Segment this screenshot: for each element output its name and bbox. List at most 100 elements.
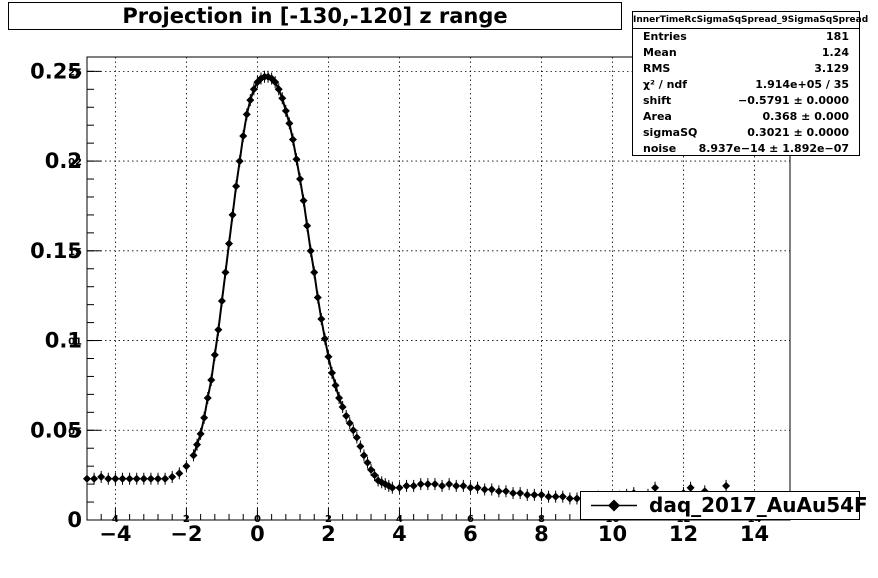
data-point xyxy=(572,494,581,503)
data-point xyxy=(317,315,326,324)
stats-label: sigmaSQ xyxy=(643,126,698,139)
y-tick-label: 0.1 xyxy=(45,329,82,353)
y-tick-label-small: 02 xyxy=(68,157,82,168)
data-point xyxy=(111,474,120,483)
x-tick-label: −4 xyxy=(99,522,131,546)
stats-row-mean: Mean 1.24 xyxy=(633,45,859,61)
data-point xyxy=(182,462,191,471)
data-point xyxy=(146,474,155,483)
x-tick-label: 2 xyxy=(321,522,336,546)
data-point xyxy=(310,268,319,277)
data-point xyxy=(278,94,287,103)
plot-frame xyxy=(86,56,791,521)
data-point xyxy=(225,239,234,248)
data-point xyxy=(438,481,447,490)
legend: daq_2017_AuAu54F xyxy=(580,491,868,520)
data-point xyxy=(722,481,731,490)
data-point xyxy=(367,465,376,474)
stats-row-noise: noise 8.937e−14 ± 1.892e−07 xyxy=(633,141,859,157)
data-point xyxy=(303,221,312,230)
data-point xyxy=(501,487,510,496)
data-point xyxy=(239,131,248,140)
data-point xyxy=(168,472,177,481)
stats-label: RMS xyxy=(643,62,671,75)
stats-value: 0.3021 ± 0.0000 xyxy=(747,126,849,139)
data-point xyxy=(516,489,525,498)
y-tick-label-small: 15 xyxy=(68,247,82,258)
stats-row-chi2: χ² / ndf 1.914e+05 / 35 xyxy=(633,77,859,93)
data-point xyxy=(416,480,425,489)
data-point xyxy=(459,481,468,490)
data-point xyxy=(285,119,294,128)
y-tick-label-small: 01 xyxy=(68,337,82,348)
stats-row-area: Area 0.368 ± 0.000 xyxy=(633,109,859,125)
data-point xyxy=(292,155,301,164)
x-tick-label: 14 xyxy=(740,522,769,546)
stats-label: χ² / ndf xyxy=(643,78,688,91)
data-point xyxy=(193,440,202,449)
data-point xyxy=(445,480,454,489)
data-point xyxy=(331,381,340,390)
chart-title: Projection in [-130,-120] z range xyxy=(8,2,622,30)
data-point xyxy=(228,210,237,219)
y-tick-label: 0.15 xyxy=(30,239,82,263)
chart-title-text: Projection in [-130,-120] z range xyxy=(122,4,508,28)
data-point xyxy=(359,451,368,460)
data-point xyxy=(299,196,308,205)
stats-value: 1.914e+05 / 35 xyxy=(755,78,849,91)
data-point xyxy=(296,175,305,184)
y-tick-label-small: 25 xyxy=(68,67,82,78)
data-point xyxy=(349,426,358,435)
stats-value: 1.24 xyxy=(821,46,849,59)
stats-name: InnerTimeRcSigmaSqSpread_9SigmaSqSpread xyxy=(633,12,868,29)
stats-value: −0.5791 ± 0.0000 xyxy=(738,94,849,107)
data-point xyxy=(281,106,290,115)
y-tick-label: 0.25 xyxy=(30,59,82,83)
data-point xyxy=(221,268,230,277)
data-point xyxy=(175,469,184,478)
data-point xyxy=(161,474,170,483)
x-tick-label: −2 xyxy=(170,522,202,546)
data-point xyxy=(232,182,241,191)
stats-row-sigmasq: sigmaSQ 0.3021 ± 0.0000 xyxy=(633,125,859,141)
data-point xyxy=(686,483,695,492)
stats-row-entries: Entries 181 xyxy=(633,29,859,45)
x-tick-label: 10 xyxy=(598,522,627,546)
stats-box: InnerTimeRcSigmaSqSpread_9SigmaSqSpread … xyxy=(632,11,868,157)
data-point xyxy=(352,433,361,442)
stats-label: noise xyxy=(643,142,677,155)
data-point xyxy=(544,492,553,501)
data-point xyxy=(409,481,418,490)
data-point xyxy=(271,78,280,87)
data-point xyxy=(200,413,209,422)
data-point xyxy=(104,474,113,483)
data-point xyxy=(338,402,347,411)
x-tick-label: 0 xyxy=(250,522,265,546)
stats-value: 181 xyxy=(826,30,849,43)
data-point xyxy=(480,485,489,494)
data-point xyxy=(402,481,411,490)
data-point xyxy=(395,483,404,492)
data-point xyxy=(210,350,219,359)
data-point xyxy=(651,483,660,492)
x-tick-label: 6 xyxy=(463,522,478,546)
stats-value: 0.368 ± 0.000 xyxy=(762,110,849,123)
data-point xyxy=(363,458,372,467)
y-tick-label: 0 xyxy=(67,508,82,532)
data-point xyxy=(430,480,439,489)
data-point xyxy=(509,489,518,498)
data-point xyxy=(370,471,379,480)
data-point xyxy=(473,483,482,492)
data-point xyxy=(565,494,574,503)
data-point xyxy=(235,157,244,166)
y-tick-label-small: 05 xyxy=(68,426,82,437)
data-point xyxy=(466,483,475,492)
stats-label: Mean xyxy=(643,46,677,59)
data-point xyxy=(320,334,329,343)
y-tick-label: 0.05 xyxy=(30,418,82,442)
data-point xyxy=(217,297,226,306)
data-point xyxy=(537,490,546,499)
data-point xyxy=(335,393,344,402)
data-point xyxy=(83,474,91,483)
data-point xyxy=(423,480,432,489)
